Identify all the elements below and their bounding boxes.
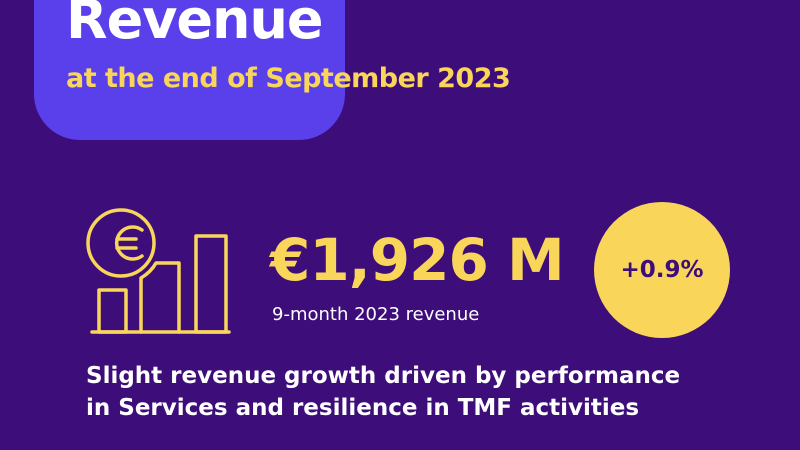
growth-badge: +0.9%: [594, 202, 730, 338]
growth-value: +0.9%: [620, 257, 704, 283]
description-line-1: Slight revenue growth driven by performa…: [86, 363, 681, 389]
description: Slight revenue growth driven by performa…: [86, 360, 680, 424]
revenue-value: €1,926 M: [270, 226, 565, 294]
header-box: [34, 0, 345, 140]
euro-bar-chart-icon: [86, 208, 231, 334]
page-subtitle: at the end of September 2023: [66, 63, 511, 94]
page-title: Revenue: [66, 0, 324, 51]
revenue-label: 9-month 2023 revenue: [272, 304, 480, 325]
description-line-2: in Services and resilience in TMF activi…: [86, 395, 640, 421]
